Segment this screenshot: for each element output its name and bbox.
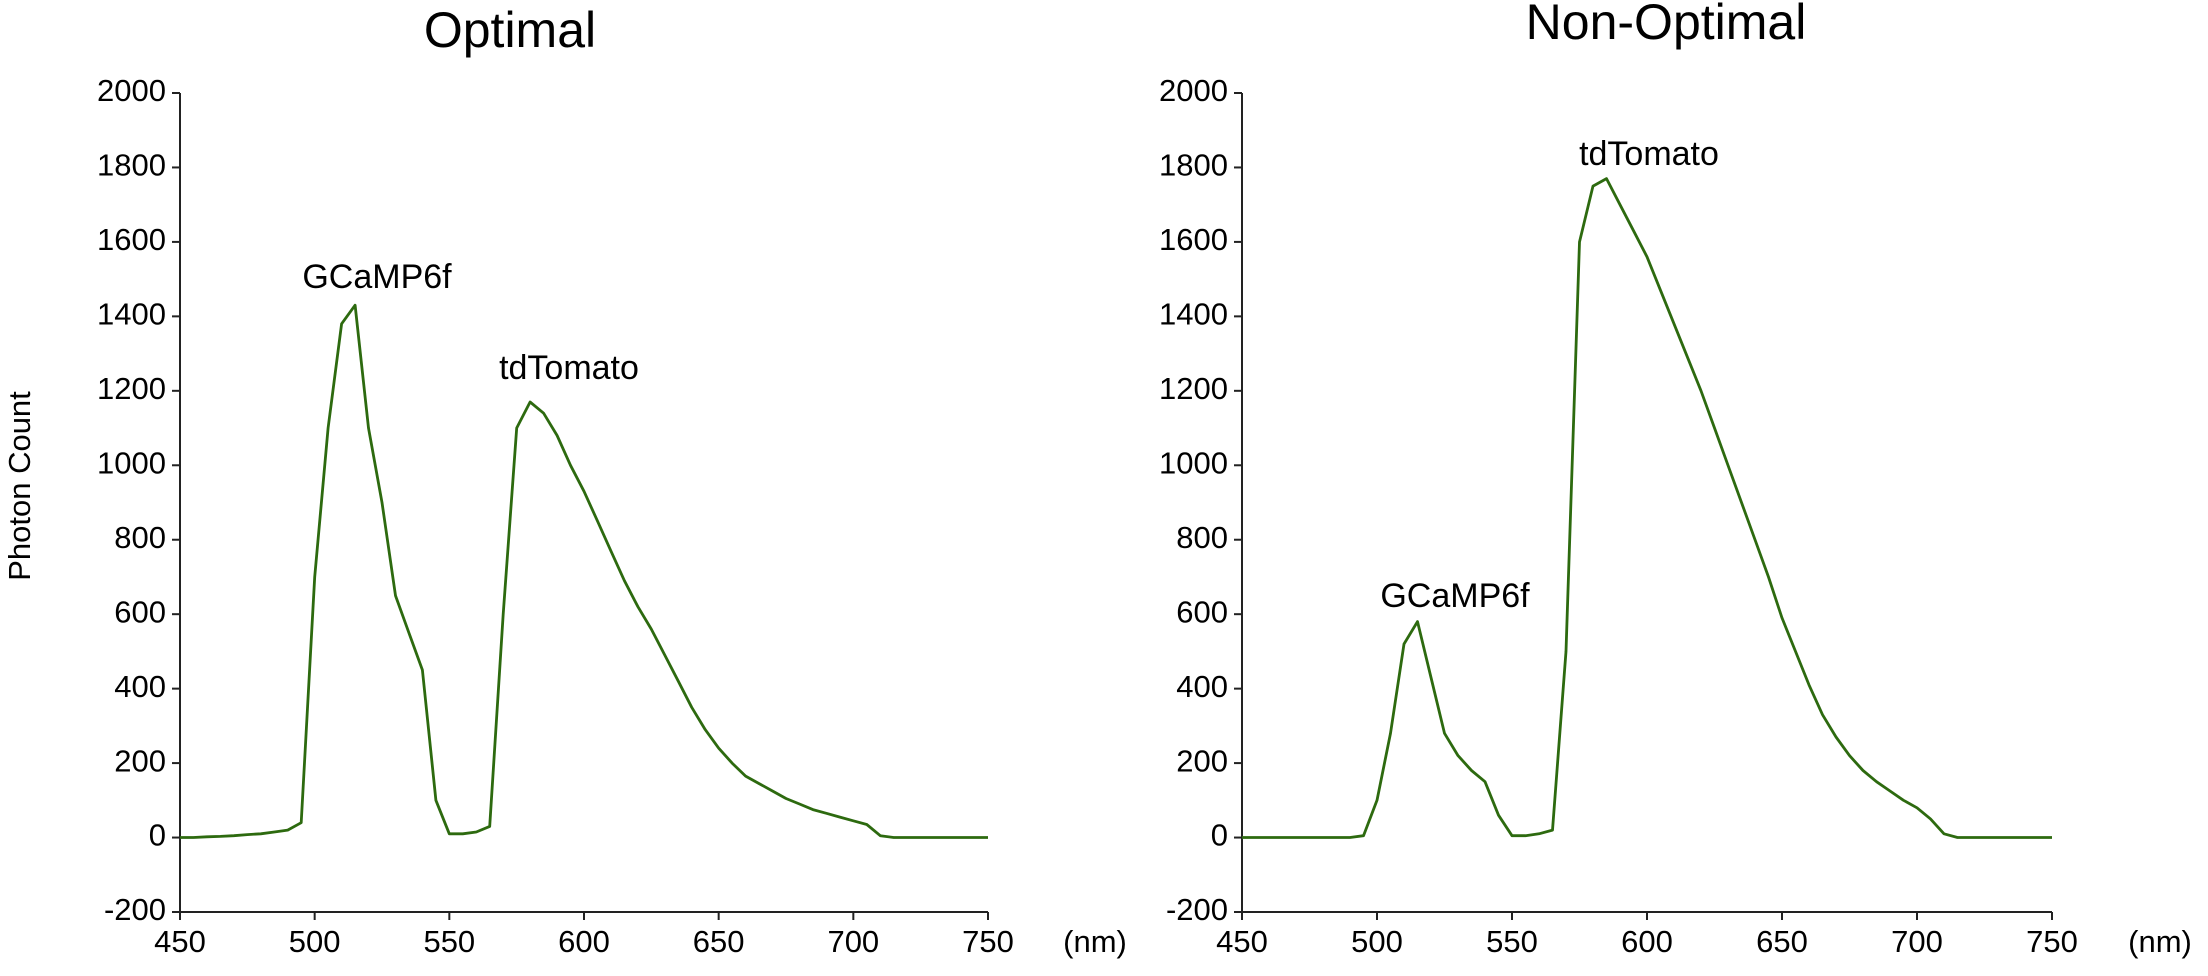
y-tick-label: 400 [114,669,166,704]
x-tick-label: 600 [558,924,610,959]
x-tick-label: 700 [827,924,879,959]
x-tick-label: 600 [1621,924,1673,959]
peak-annotation: GCaMP6f [302,258,452,296]
x-tick-label: 500 [1351,924,1403,959]
y-tick-label: 400 [1176,669,1228,704]
peak-annotation: tdTomato [1579,135,1719,173]
x-axis-label: (nm) [2128,924,2192,959]
y-tick-label: 2000 [1159,73,1228,108]
y-tick-label: 1600 [1159,222,1228,257]
y-tick-label: 1400 [1159,297,1228,332]
y-tick-label: 1000 [1159,445,1228,480]
y-tick-label: -200 [104,892,166,927]
x-tick-label: 700 [1891,924,1943,959]
x-tick-label: 550 [1486,924,1538,959]
peak-annotation: tdTomato [499,349,639,387]
y-tick-label: 200 [1176,743,1228,778]
y-tick-label: 1600 [97,222,166,257]
y-tick-label: 200 [114,743,166,778]
x-tick-label: 450 [154,924,206,959]
y-tick-label: 1800 [97,148,166,183]
x-tick-label: 500 [289,924,341,959]
y-tick-label: 1200 [97,371,166,406]
y-tick-label: 800 [1176,520,1228,555]
x-axis-label: (nm) [1063,924,1127,959]
x-tick-label: 650 [1756,924,1808,959]
x-tick-label: 650 [693,924,745,959]
x-tick-label: 450 [1216,924,1268,959]
chart-title: Optimal [424,2,596,58]
spectrum-line [180,303,988,839]
y-tick-label: 600 [1176,594,1228,629]
y-axis-label: Photon Count [2,391,37,581]
x-tick-label: 550 [423,924,475,959]
y-tick-label: 1400 [97,297,166,332]
y-tick-label: 2000 [97,73,166,108]
y-tick-label: 800 [114,520,166,555]
y-tick-label: 1000 [97,445,166,480]
x-tick-label: 750 [962,924,1014,959]
peak-annotation: GCaMP6f [1380,577,1530,615]
y-tick-label: 600 [114,594,166,629]
spectrum-line [1242,177,2052,839]
y-tick-label: 1800 [1159,148,1228,183]
y-tick-label: 1200 [1159,371,1228,406]
chart-title: Non-Optimal [1526,0,1807,50]
y-tick-label: 0 [1211,818,1228,853]
x-tick-label: 750 [2026,924,2078,959]
y-tick-label: -200 [1166,892,1228,927]
y-tick-label: 0 [149,818,166,853]
